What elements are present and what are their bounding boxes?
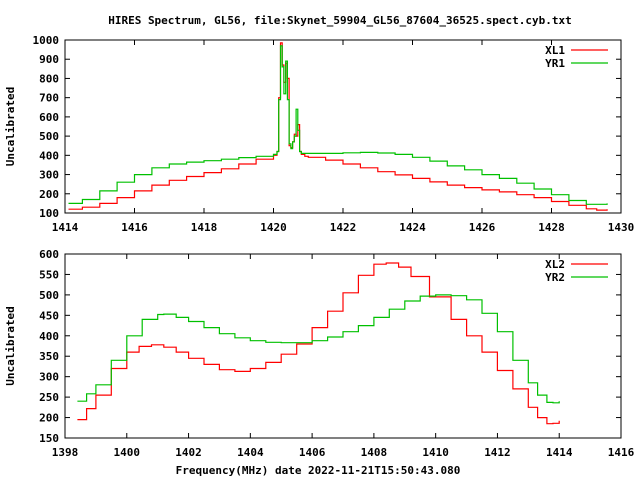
series-line-yr1 <box>68 45 608 205</box>
legend-label: XL1 <box>545 44 565 57</box>
y-tick-label: 250 <box>39 391 59 404</box>
x-tick-label: 1428 <box>538 221 565 234</box>
y-tick-label: 500 <box>39 289 59 302</box>
y-tick-label: 800 <box>39 72 59 85</box>
x-tick-label: 1402 <box>175 446 202 459</box>
x-tick-label: 1420 <box>260 221 287 234</box>
legend-label: YR2 <box>545 271 565 284</box>
x-tick-label: 1400 <box>114 446 141 459</box>
chart-title: HIRES Spectrum, GL56, file:Skynet_59904_… <box>108 14 572 27</box>
x-tick-label: 1416 <box>121 221 148 234</box>
x-axis-label: Frequency(MHz) date 2022-11-21T15:50:43.… <box>176 464 461 477</box>
x-tick-label: 1418 <box>191 221 218 234</box>
y-tick-label: 1000 <box>33 34 60 47</box>
series-line-xl2 <box>77 262 560 425</box>
y-tick-label: 900 <box>39 53 59 66</box>
x-tick-label: 1430 <box>608 221 635 234</box>
x-tick-label: 1410 <box>422 446 449 459</box>
x-tick-label: 1414 <box>546 446 573 459</box>
x-tick-label: 1414 <box>52 221 79 234</box>
x-tick-label: 1408 <box>361 446 388 459</box>
x-tick-label: 1424 <box>399 221 426 234</box>
y-tick-label: 300 <box>39 371 59 384</box>
legend-label: YR1 <box>545 57 565 70</box>
plot-frame <box>64 39 622 214</box>
y-tick-label: 300 <box>39 169 59 182</box>
plot-bottom: 1398 1400 1402 1404 1406 1408 1410 1412 1414 1416… <box>4 248 635 477</box>
x-tick-label: 1422 <box>330 221 357 234</box>
plot-top: 1414 1416 1418 1420 1422 1424 1426 1428 1430 100 2… <box>4 34 634 234</box>
y-axis-label: Uncalibrated <box>4 87 17 166</box>
y-tick-label: 350 <box>39 350 59 363</box>
series-line-yr2 <box>77 294 560 404</box>
plot-frame <box>64 253 622 439</box>
x-tick-label: 1426 <box>469 221 496 234</box>
x-tick-label: 1406 <box>299 446 326 459</box>
y-tick-label: 600 <box>39 111 59 124</box>
y-tick-label: 200 <box>39 412 59 425</box>
series-line-xl1 <box>68 42 608 211</box>
y-tick-label: 700 <box>39 92 59 105</box>
y-tick-label: 150 <box>39 432 59 445</box>
x-tick-label: 1404 <box>237 446 264 459</box>
y-tick-label: 550 <box>39 268 59 281</box>
y-tick-label: 200 <box>39 188 59 201</box>
x-tick-label: 1416 <box>608 446 635 459</box>
y-tick-label: 600 <box>39 248 59 261</box>
y-tick-label: 450 <box>39 309 59 322</box>
x-tick-label: 1412 <box>484 446 511 459</box>
legend-label: XL2 <box>545 258 565 271</box>
x-tick-label: 1398 <box>52 446 79 459</box>
y-tick-label: 100 <box>39 207 59 220</box>
y-tick-label: 400 <box>39 149 59 162</box>
y-axis-label: Uncalibrated <box>4 306 17 385</box>
y-tick-label: 500 <box>39 130 59 143</box>
y-tick-label: 400 <box>39 330 59 343</box>
